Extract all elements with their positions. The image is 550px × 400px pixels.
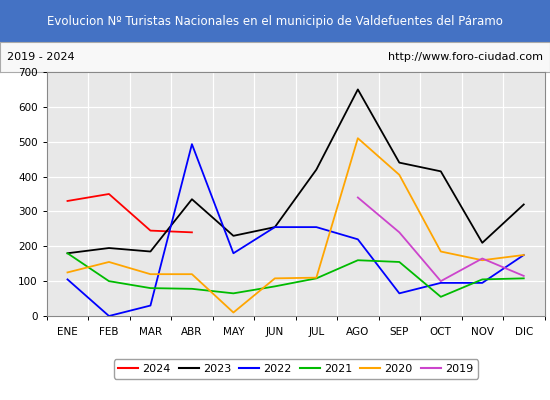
Line: 2019: 2019: [358, 198, 524, 281]
Text: FEB: FEB: [99, 327, 119, 337]
Text: NOV: NOV: [471, 327, 494, 337]
2019: [355, 195, 361, 200]
2022: [437, 280, 444, 285]
2024: [147, 228, 154, 233]
2021: [520, 276, 527, 281]
2023: [520, 202, 527, 207]
2023: [106, 246, 112, 250]
2020: [64, 270, 71, 275]
Text: SEP: SEP: [389, 327, 409, 337]
2020: [313, 275, 320, 280]
Line: 2023: 2023: [68, 90, 524, 253]
2023: [437, 169, 444, 174]
2021: [479, 277, 486, 282]
Text: Evolucion Nº Turistas Nacionales en el municipio de Valdefuentes del Páramo: Evolucion Nº Turistas Nacionales en el m…: [47, 14, 503, 28]
Line: 2020: 2020: [68, 138, 524, 312]
2022: [479, 280, 486, 285]
2020: [189, 272, 195, 276]
2020: [520, 253, 527, 258]
2021: [147, 286, 154, 290]
Text: 2019 - 2024: 2019 - 2024: [7, 52, 74, 62]
2023: [64, 251, 71, 256]
2022: [189, 142, 195, 146]
2022: [147, 303, 154, 308]
2021: [437, 294, 444, 299]
2020: [479, 258, 486, 263]
2023: [189, 197, 195, 202]
Text: JUL: JUL: [308, 327, 324, 337]
2019: [520, 274, 527, 278]
2021: [355, 258, 361, 263]
2022: [64, 277, 71, 282]
Text: MAR: MAR: [139, 327, 162, 337]
Text: DIC: DIC: [515, 327, 533, 337]
2021: [189, 286, 195, 291]
2020: [272, 276, 278, 281]
Text: OCT: OCT: [430, 327, 452, 337]
2021: [230, 291, 236, 296]
2022: [230, 251, 236, 256]
2020: [106, 260, 112, 264]
Legend: 2024, 2023, 2022, 2021, 2020, 2019: 2024, 2023, 2022, 2021, 2020, 2019: [113, 359, 478, 379]
2023: [313, 167, 320, 172]
2020: [147, 272, 154, 276]
Text: ENE: ENE: [57, 327, 78, 337]
2023: [272, 225, 278, 230]
2022: [106, 314, 112, 318]
Line: 2024: 2024: [68, 194, 192, 232]
2022: [313, 225, 320, 230]
2021: [313, 276, 320, 281]
2021: [272, 284, 278, 289]
2023: [396, 160, 403, 165]
2023: [355, 87, 361, 92]
2020: [437, 249, 444, 254]
Line: 2022: 2022: [68, 144, 524, 316]
2022: [520, 253, 527, 258]
2023: [147, 249, 154, 254]
2020: [396, 172, 403, 177]
2021: [64, 251, 71, 256]
2022: [272, 225, 278, 230]
2021: [396, 260, 403, 264]
2022: [355, 237, 361, 242]
Line: 2021: 2021: [68, 253, 524, 297]
Text: MAY: MAY: [223, 327, 244, 337]
2020: [230, 310, 236, 315]
2019: [479, 256, 486, 261]
Text: ABR: ABR: [182, 327, 202, 337]
2023: [479, 240, 486, 245]
2021: [106, 279, 112, 284]
2020: [355, 136, 361, 141]
2023: [230, 234, 236, 238]
2022: [396, 291, 403, 296]
2019: [437, 279, 444, 284]
2024: [64, 198, 71, 203]
Text: AGO: AGO: [346, 327, 370, 337]
2019: [396, 230, 403, 235]
2024: [106, 192, 112, 196]
2024: [189, 230, 195, 235]
Text: JUN: JUN: [266, 327, 284, 337]
Text: http://www.foro-ciudad.com: http://www.foro-ciudad.com: [388, 52, 543, 62]
